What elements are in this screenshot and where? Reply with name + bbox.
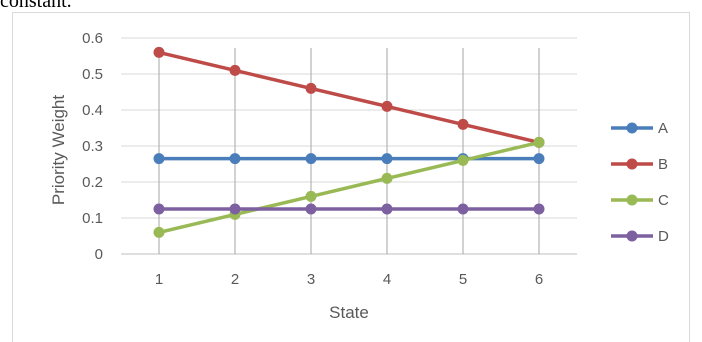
- chart-frame: [12, 12, 690, 342]
- x-tick-labels: 1 2 3 4 5 6: [155, 271, 543, 288]
- legend-label-c: C: [658, 192, 669, 209]
- data-point-c: [153, 226, 165, 238]
- data-point-c: [533, 136, 545, 148]
- data-point-a: [533, 153, 545, 165]
- y-tick-label: 0.1: [82, 210, 103, 227]
- data-point-d: [381, 203, 393, 215]
- data-point-b: [229, 64, 241, 76]
- grid-lines: [121, 37, 577, 255]
- data-point-b: [153, 46, 165, 58]
- y-tick-label: 0.6: [82, 30, 103, 47]
- x-tick-label: 1: [155, 271, 163, 288]
- x-tick-label: 5: [459, 271, 467, 288]
- data-point-a: [229, 153, 241, 165]
- legend-marker-d: [626, 230, 638, 242]
- y-tick-labels: 0 0.1 0.2 0.3 0.4 0.5 0.6: [82, 30, 103, 263]
- data-point-a: [153, 153, 165, 165]
- data-point-c: [381, 172, 393, 184]
- data-point-c: [457, 154, 469, 166]
- legend-label-a: A: [658, 120, 668, 137]
- data-point-d: [229, 203, 241, 215]
- legend-label-b: B: [658, 156, 668, 173]
- data-point-a: [305, 153, 317, 165]
- legend-label-d: D: [658, 228, 669, 245]
- caption-text: constant.: [0, 0, 72, 12]
- x-tick-label: 6: [535, 271, 543, 288]
- data-point-d: [457, 203, 469, 215]
- x-tick-label: 3: [307, 271, 315, 288]
- legend-marker-a: [626, 122, 638, 134]
- data-point-d: [533, 203, 545, 215]
- series-lines: [153, 46, 545, 238]
- y-tick-label: 0.5: [82, 66, 103, 83]
- legend-marker-b: [626, 158, 638, 170]
- data-point-c: [305, 190, 317, 202]
- y-tick-label: 0: [95, 246, 103, 263]
- y-tick-label: 0.4: [82, 102, 103, 119]
- data-point-d: [305, 203, 317, 215]
- x-axis-title: State: [329, 303, 369, 322]
- data-point-d: [153, 203, 165, 215]
- x-tick-label: 4: [383, 271, 391, 288]
- x-tick-label: 2: [231, 271, 239, 288]
- data-point-b: [457, 118, 469, 130]
- y-tick-label: 0.3: [82, 138, 103, 155]
- series-line-c: [158, 140, 540, 235]
- legend: A B C D: [611, 120, 669, 245]
- series-line-b: [158, 50, 540, 145]
- data-point-a: [381, 153, 393, 165]
- y-axis-title: Priority Weight: [49, 95, 68, 205]
- y-tick-label: 0.2: [82, 174, 103, 191]
- legend-marker-c: [626, 194, 638, 206]
- data-point-b: [305, 82, 317, 94]
- data-point-b: [381, 100, 393, 112]
